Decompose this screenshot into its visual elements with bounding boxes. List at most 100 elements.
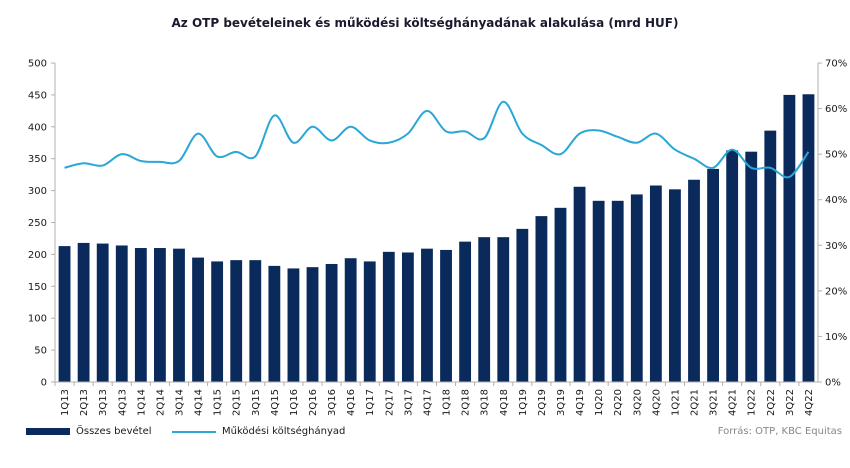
bar-4Q20 xyxy=(649,185,662,382)
legend-line-swatch xyxy=(172,430,216,433)
legend-line: Működési költséghányad xyxy=(172,426,345,437)
legend-bar-label: Összes bevétel xyxy=(76,426,152,437)
x-tick-label-2Q17: 2Q17 xyxy=(384,389,395,416)
x-tick-label-4Q15: 4Q15 xyxy=(270,389,281,416)
x-tick-label-4Q13: 4Q13 xyxy=(117,389,128,416)
right-tick-label-3: 30% xyxy=(825,241,847,252)
right-tick-label-7: 70% xyxy=(825,59,847,70)
bar-4Q17 xyxy=(421,248,433,382)
x-tick-label-3Q15: 3Q15 xyxy=(251,389,262,416)
left-tick-label-100: 100 xyxy=(28,314,47,325)
bar-2Q17 xyxy=(382,251,395,382)
left-tick-label-0: 0 xyxy=(41,378,47,389)
x-tick-label-4Q16: 4Q16 xyxy=(346,389,357,416)
bar-3Q20 xyxy=(630,194,643,382)
left-tick-label-250: 250 xyxy=(28,218,47,229)
x-tick-label-2Q18: 2Q18 xyxy=(461,389,472,416)
x-tick-label-3Q17: 3Q17 xyxy=(403,389,414,416)
bar-3Q17 xyxy=(401,252,414,382)
bar-1Q20 xyxy=(592,200,605,382)
x-tick-label-1Q16: 1Q16 xyxy=(289,389,300,416)
x-tick-label-1Q22: 1Q22 xyxy=(747,389,758,416)
bar-2Q20 xyxy=(611,200,624,382)
x-tick-label-1Q15: 1Q15 xyxy=(213,389,224,416)
x-tick-label-3Q14: 3Q14 xyxy=(174,389,185,416)
bar-4Q18 xyxy=(497,237,510,382)
x-tick-label-3Q21: 3Q21 xyxy=(709,389,720,416)
legend-line-label: Működési költséghányad xyxy=(222,426,346,437)
bar-1Q18 xyxy=(440,249,452,382)
cost-ratio-line xyxy=(64,100,810,179)
bar-1Q14 xyxy=(134,248,147,382)
bar-3Q21 xyxy=(707,168,720,382)
left-tick-label-400: 400 xyxy=(28,122,47,133)
x-tick-label-4Q19: 4Q19 xyxy=(575,389,586,416)
x-tick-label-3Q18: 3Q18 xyxy=(480,389,491,416)
right-tick-label-5: 50% xyxy=(825,150,847,161)
x-tick-label-1Q18: 1Q18 xyxy=(442,389,453,416)
x-tick-label-3Q16: 3Q16 xyxy=(327,389,338,416)
bar-4Q22 xyxy=(802,94,815,383)
axes: 0 50 100 150 200 250 300 350 400 450 500 0% 10% 20% 30… xyxy=(28,59,847,416)
bar-3Q19 xyxy=(554,207,567,382)
x-tick-label-3Q22: 3Q22 xyxy=(785,389,796,416)
x-tick-label-3Q13: 3Q13 xyxy=(98,389,109,416)
x-tick-label-4Q14: 4Q14 xyxy=(194,389,205,416)
bar-1Q19 xyxy=(516,228,529,382)
x-tick-label-2Q21: 2Q21 xyxy=(690,389,701,416)
left-tick-label-300: 300 xyxy=(28,186,47,197)
bar-1Q13 xyxy=(58,246,71,382)
bar-3Q14 xyxy=(173,248,185,382)
bar-1Q22 xyxy=(745,151,758,382)
right-tick-label-0: 0% xyxy=(825,378,841,389)
bar-3Q15 xyxy=(249,260,262,382)
legend-bar-swatch xyxy=(26,428,70,435)
left-tick-label-200: 200 xyxy=(28,250,47,261)
x-tick-label-2Q15: 2Q15 xyxy=(232,389,243,416)
bar-2Q19 xyxy=(535,216,548,382)
left-tick-label-450: 450 xyxy=(28,90,47,101)
bar-2Q13 xyxy=(77,242,90,382)
left-tick-label-350: 350 xyxy=(28,154,47,165)
x-tick-label-4Q18: 4Q18 xyxy=(499,389,510,416)
bar-1Q21 xyxy=(669,189,681,382)
bar-4Q19 xyxy=(573,186,586,382)
x-tick-label-1Q14: 1Q14 xyxy=(136,389,147,416)
bar-4Q13 xyxy=(115,245,128,382)
x-tick-label-4Q21: 4Q21 xyxy=(728,389,739,416)
bar-1Q17 xyxy=(363,261,376,382)
source-note: Forrás: OTP, KBC Equitas xyxy=(717,426,842,437)
x-tick-label-1Q19: 1Q19 xyxy=(518,389,529,416)
bar-3Q18 xyxy=(478,237,491,382)
bar-2Q14 xyxy=(153,248,166,382)
bar-1Q16 xyxy=(287,268,300,382)
bar-4Q16 xyxy=(344,258,357,382)
x-tick-label-2Q16: 2Q16 xyxy=(308,389,319,416)
left-tick-label-500: 500 xyxy=(28,59,47,70)
bar-series xyxy=(58,94,815,383)
bar-2Q21 xyxy=(688,179,700,382)
right-tick-label-4: 40% xyxy=(825,195,847,206)
x-tick-label-4Q20: 4Q20 xyxy=(651,389,662,416)
x-tick-label-1Q20: 1Q20 xyxy=(594,389,605,416)
x-tick-label-2Q13: 2Q13 xyxy=(79,389,90,416)
x-tick-label-4Q22: 4Q22 xyxy=(804,389,815,416)
bar-3Q16 xyxy=(325,263,338,382)
bar-3Q13 xyxy=(96,243,109,382)
x-tick-label-2Q14: 2Q14 xyxy=(155,389,166,416)
bar-4Q15 xyxy=(268,265,281,382)
bar-1Q15 xyxy=(211,261,224,382)
x-tick-label-2Q22: 2Q22 xyxy=(766,389,777,416)
x-tick-label-2Q19: 2Q19 xyxy=(537,389,548,416)
right-tick-label-6: 60% xyxy=(825,104,847,115)
bar-4Q14 xyxy=(192,257,204,382)
bar-4Q21 xyxy=(726,150,739,382)
x-tick-label-1Q13: 1Q13 xyxy=(60,389,71,416)
x-tick-label-3Q19: 3Q19 xyxy=(556,389,567,416)
x-tick-label-4Q17: 4Q17 xyxy=(422,389,433,416)
line-series xyxy=(64,100,810,179)
left-tick-label-50: 50 xyxy=(34,346,47,357)
bar-2Q22 xyxy=(764,130,777,382)
bar-3Q22 xyxy=(783,94,796,383)
